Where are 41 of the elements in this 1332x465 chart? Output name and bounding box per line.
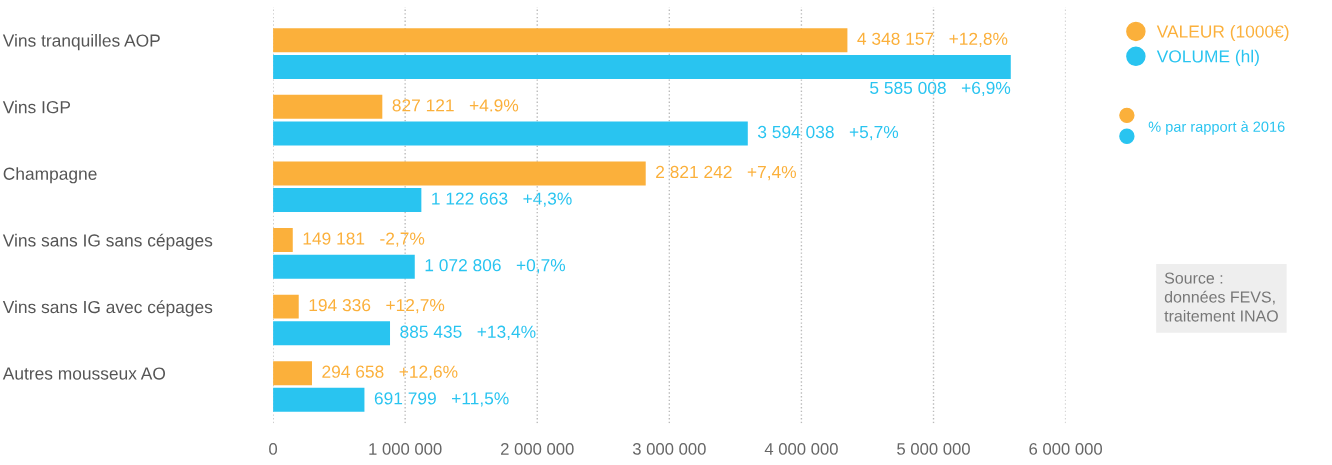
x-tick-label: 1 000 000	[369, 443, 442, 455]
data-label: 1 122 663 +4,3%	[432, 192, 572, 207]
data-label: 149 181 -2,7%	[303, 232, 425, 247]
data-label: 3 594 038 +5,7%	[757, 125, 899, 141]
data-label: 827 121 +4.9%	[392, 99, 519, 112]
bar	[273, 28, 848, 53]
x-tick-label: 4 000 000	[764, 443, 838, 455]
data-label: 885 435 +13,4%	[400, 325, 536, 340]
data-label: 2 821 242 +7,4%	[656, 165, 797, 181]
data-label: 4 348 157 +12,8%	[857, 32, 1008, 47]
y-tick-label: Vins tranquilles AOP	[2, 33, 160, 51]
x-tick-label: 3 000 000	[632, 443, 706, 455]
bar	[273, 228, 293, 253]
source-note: Source : données FEVS, traitement INAO	[1164, 272, 1278, 322]
legend-label: VALEUR (1000€)	[1156, 24, 1289, 42]
legend-label: VOLUME (hl)	[1156, 49, 1259, 66]
bar	[273, 254, 415, 279]
x-tick-label: 6 000 000	[1029, 443, 1103, 455]
y-tick-label: Champagne	[3, 167, 97, 184]
bar	[273, 161, 646, 186]
y-tick-label: Autres mousseux AO	[2, 367, 166, 380]
data-label: 691 799 +11,5%	[374, 392, 509, 407]
data-label: 294 658 +12,6%	[322, 365, 458, 380]
bar	[273, 294, 299, 319]
data-label: 194 336 +12,7%	[309, 298, 445, 314]
x-tick-label: 5 000 000	[897, 443, 970, 455]
x-tick-label: 0	[269, 443, 278, 455]
text: % par rapport à 2016	[1148, 120, 1285, 135]
bar	[273, 121, 748, 146]
x-tick-label: 2 000 000	[501, 443, 574, 455]
bar	[273, 387, 365, 412]
bar	[273, 54, 1011, 79]
y-tick-label: Vins sans IG sans cépages	[2, 233, 213, 251]
bar	[273, 361, 312, 386]
y-tick-label: Vins sans IG avec cépages	[2, 300, 213, 317]
data-label: 1 072 806 +0,7%	[425, 259, 566, 274]
bar	[273, 321, 391, 346]
data-label: 5 585 008 +6,9%	[870, 81, 1011, 97]
bar	[273, 94, 383, 119]
bar	[273, 188, 422, 213]
y-tick-label: Vins IGP	[2, 100, 71, 114]
